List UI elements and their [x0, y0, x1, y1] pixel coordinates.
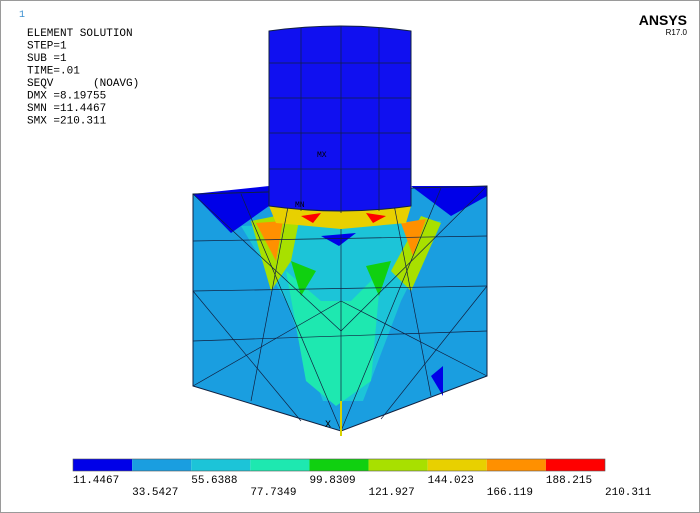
- legend-band: [545, 459, 605, 471]
- info-line: STEP=1: [27, 41, 67, 53]
- info-line: SMX =210.311: [27, 116, 107, 128]
- window-number: 1: [19, 10, 25, 21]
- legend-label: 166.119: [487, 487, 533, 499]
- region: [431, 366, 443, 396]
- region: [366, 213, 386, 223]
- legend-label: 77.7349: [250, 487, 296, 499]
- info-line: SUB =1: [27, 53, 67, 65]
- legend-band: [191, 459, 251, 471]
- region: [286, 271, 381, 406]
- info-line: DMX =8.19755: [27, 91, 106, 103]
- legend-label: 11.4467: [73, 475, 119, 487]
- column-mesh: [269, 26, 411, 213]
- legend-band: [309, 459, 369, 471]
- legend-band: [132, 459, 192, 471]
- legend-label: 99.8309: [309, 475, 355, 487]
- legend-label: 144.023: [428, 475, 474, 487]
- product-version: R17.0: [666, 28, 688, 37]
- legend-label: 33.5427: [132, 487, 178, 499]
- legend-label: 121.927: [369, 487, 415, 499]
- legend-band: [368, 459, 428, 471]
- info-line: SMN =11.4467: [27, 103, 106, 115]
- region: [301, 213, 321, 223]
- product-logo: ANSYS: [639, 12, 687, 28]
- legend-band: [427, 459, 487, 471]
- info-line: TIME=.01: [27, 66, 80, 78]
- min-marker: MN: [295, 201, 305, 210]
- axis-label: X: [325, 420, 331, 431]
- legend: 11.4467 33.5427 55.6388 77.7349 99.8309 121.9…: [72, 458, 652, 499]
- legend-band: [486, 459, 546, 471]
- region: [193, 186, 269, 233]
- legend-label: 55.6388: [191, 475, 237, 487]
- model: MX MN X: [192, 25, 488, 436]
- info-line: SEQV (NOAVG): [27, 78, 139, 90]
- legend-label: 188.215: [546, 475, 592, 487]
- column: [268, 25, 412, 212]
- legend-band: [73, 459, 133, 471]
- region: [256, 221, 283, 261]
- region: [291, 261, 316, 296]
- region: [411, 186, 487, 216]
- legend-band: [250, 459, 310, 471]
- region: [391, 216, 441, 291]
- info-line: ELEMENT SOLUTION: [27, 28, 133, 40]
- region: [321, 233, 356, 246]
- max-marker: MX: [317, 151, 327, 160]
- region: [269, 206, 411, 229]
- legend-frame: [72, 458, 606, 472]
- mesh: [192, 185, 488, 432]
- region: [366, 261, 391, 296]
- legend-label: 210.311: [605, 487, 652, 499]
